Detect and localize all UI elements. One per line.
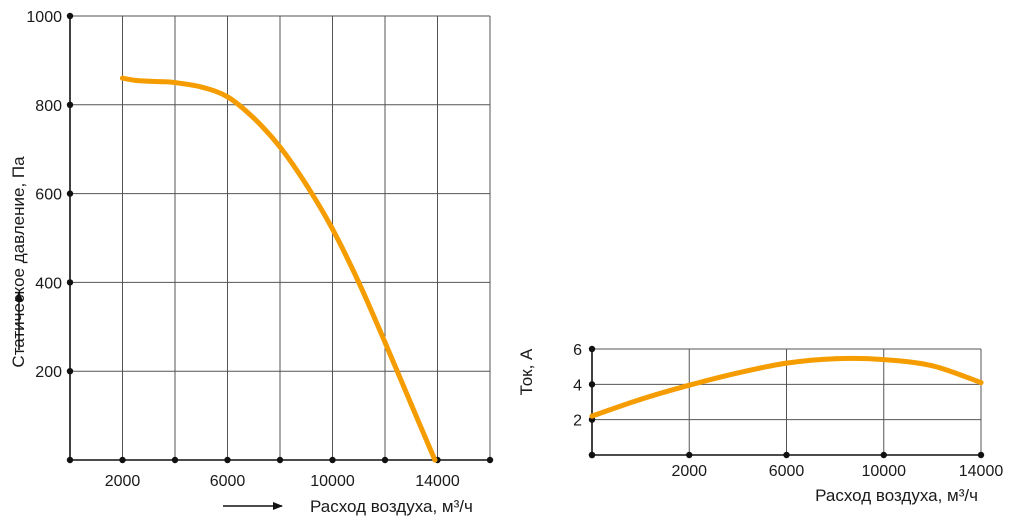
current-series [589, 355, 984, 419]
pressure-x-tick-mark [486, 456, 494, 464]
current-x-tick-label: 14000 [959, 463, 1004, 480]
pressure-x-tick-label: 2000 [105, 473, 141, 490]
pressure-data-point [172, 80, 178, 86]
pressure-y-tick-label: 800 [35, 98, 62, 115]
pressure-data-point [356, 279, 362, 285]
pressure-x-tick-mark [329, 456, 336, 464]
pressure-data-point [432, 457, 438, 463]
pressure-chart: 2000 6000 10000 14000 200 400 600 800 1000 Стати… [9, 9, 494, 516]
pressure-x-axis-title: Расход воздуха, м³/ч [310, 497, 473, 516]
pressure-y-axis-title: Статическое давление, Па [9, 156, 28, 368]
pressure-x-tick-mark [224, 456, 231, 464]
current-data-point [589, 413, 595, 419]
current-data-point [735, 370, 741, 376]
pressure-y-tick-label: 600 [35, 187, 62, 204]
pressure-data-point [382, 339, 388, 345]
current-data-point [881, 357, 887, 363]
pressure-origin-mark [66, 456, 74, 464]
pressure-data-point [198, 84, 204, 90]
pressure-data-point [303, 182, 309, 188]
current-x-tick-label: 10000 [862, 463, 907, 480]
pressure-y-tick-label: 1000 [26, 9, 62, 26]
current-x-tick-mark [686, 451, 693, 459]
pressure-data-point [251, 115, 257, 121]
pressure-y-tick-label: 400 [35, 275, 62, 292]
current-x-tick-mark [783, 451, 790, 459]
current-grid [592, 348, 982, 455]
pressure-y-tick-mark [66, 190, 74, 197]
current-ticks: 2000 6000 10000 14000 2 4 6 [573, 342, 1003, 480]
current-data-point [638, 396, 644, 402]
current-x-tick-label: 6000 [769, 463, 805, 480]
current-data-point [978, 380, 984, 386]
pressure-data-point [277, 144, 283, 150]
current-y-axis-title: Ток, А [517, 348, 536, 395]
pressure-data-point [159, 79, 165, 85]
pressure-data-point [330, 226, 335, 232]
pressure-data-point [146, 78, 152, 84]
pressure-x-tick-mark [171, 456, 179, 464]
pressure-x-tick-label: 10000 [310, 473, 355, 490]
current-x-tick-label: 2000 [671, 463, 707, 480]
pressure-grid [70, 15, 491, 460]
pressure-data-point [408, 402, 414, 407]
pressure-data-point [225, 94, 230, 100]
current-x-tick-mark [977, 451, 985, 459]
current-origin-mark [588, 451, 596, 459]
current-y-tick-mark [588, 345, 596, 353]
current-y-tick-label: 6 [573, 342, 582, 359]
pressure-y-tick-mark [66, 12, 74, 20]
current-y-tick-mark [588, 381, 596, 388]
pressure-x-tick-mark [381, 456, 389, 464]
current-data-point [686, 382, 692, 388]
current-data-point [929, 363, 935, 369]
pressure-x-tick-label: 6000 [210, 473, 246, 490]
pressure-x-tick-mark [119, 456, 126, 464]
pressure-y-tick-mark [66, 101, 74, 109]
current-x-tick-mark [880, 451, 887, 459]
current-chart: 2000 6000 10000 14000 2 4 6 Ток, А Расход возд… [517, 342, 1003, 505]
pressure-data-point [133, 77, 139, 83]
current-y-tick-label: 2 [573, 413, 582, 430]
pressure-y-tick-mark [66, 279, 74, 286]
current-y-tick-label: 4 [573, 377, 582, 394]
pressure-y-tick-mark [66, 368, 74, 375]
pressure-series-line [120, 75, 438, 463]
pressure-x-tick-mark [276, 456, 284, 464]
pressure-x-tick-label: 14000 [415, 473, 460, 490]
current-x-axis-title: Расход воздуха, м³/ч [815, 486, 978, 505]
current-data-point [784, 360, 789, 366]
pressure-y-tick-label: 200 [35, 364, 62, 381]
pressure-data-point [120, 75, 125, 81]
pressure-ticks: 2000 6000 10000 14000 200 400 600 800 1000 [26, 9, 494, 490]
current-data-point [832, 356, 838, 362]
pressure-series [120, 75, 438, 463]
